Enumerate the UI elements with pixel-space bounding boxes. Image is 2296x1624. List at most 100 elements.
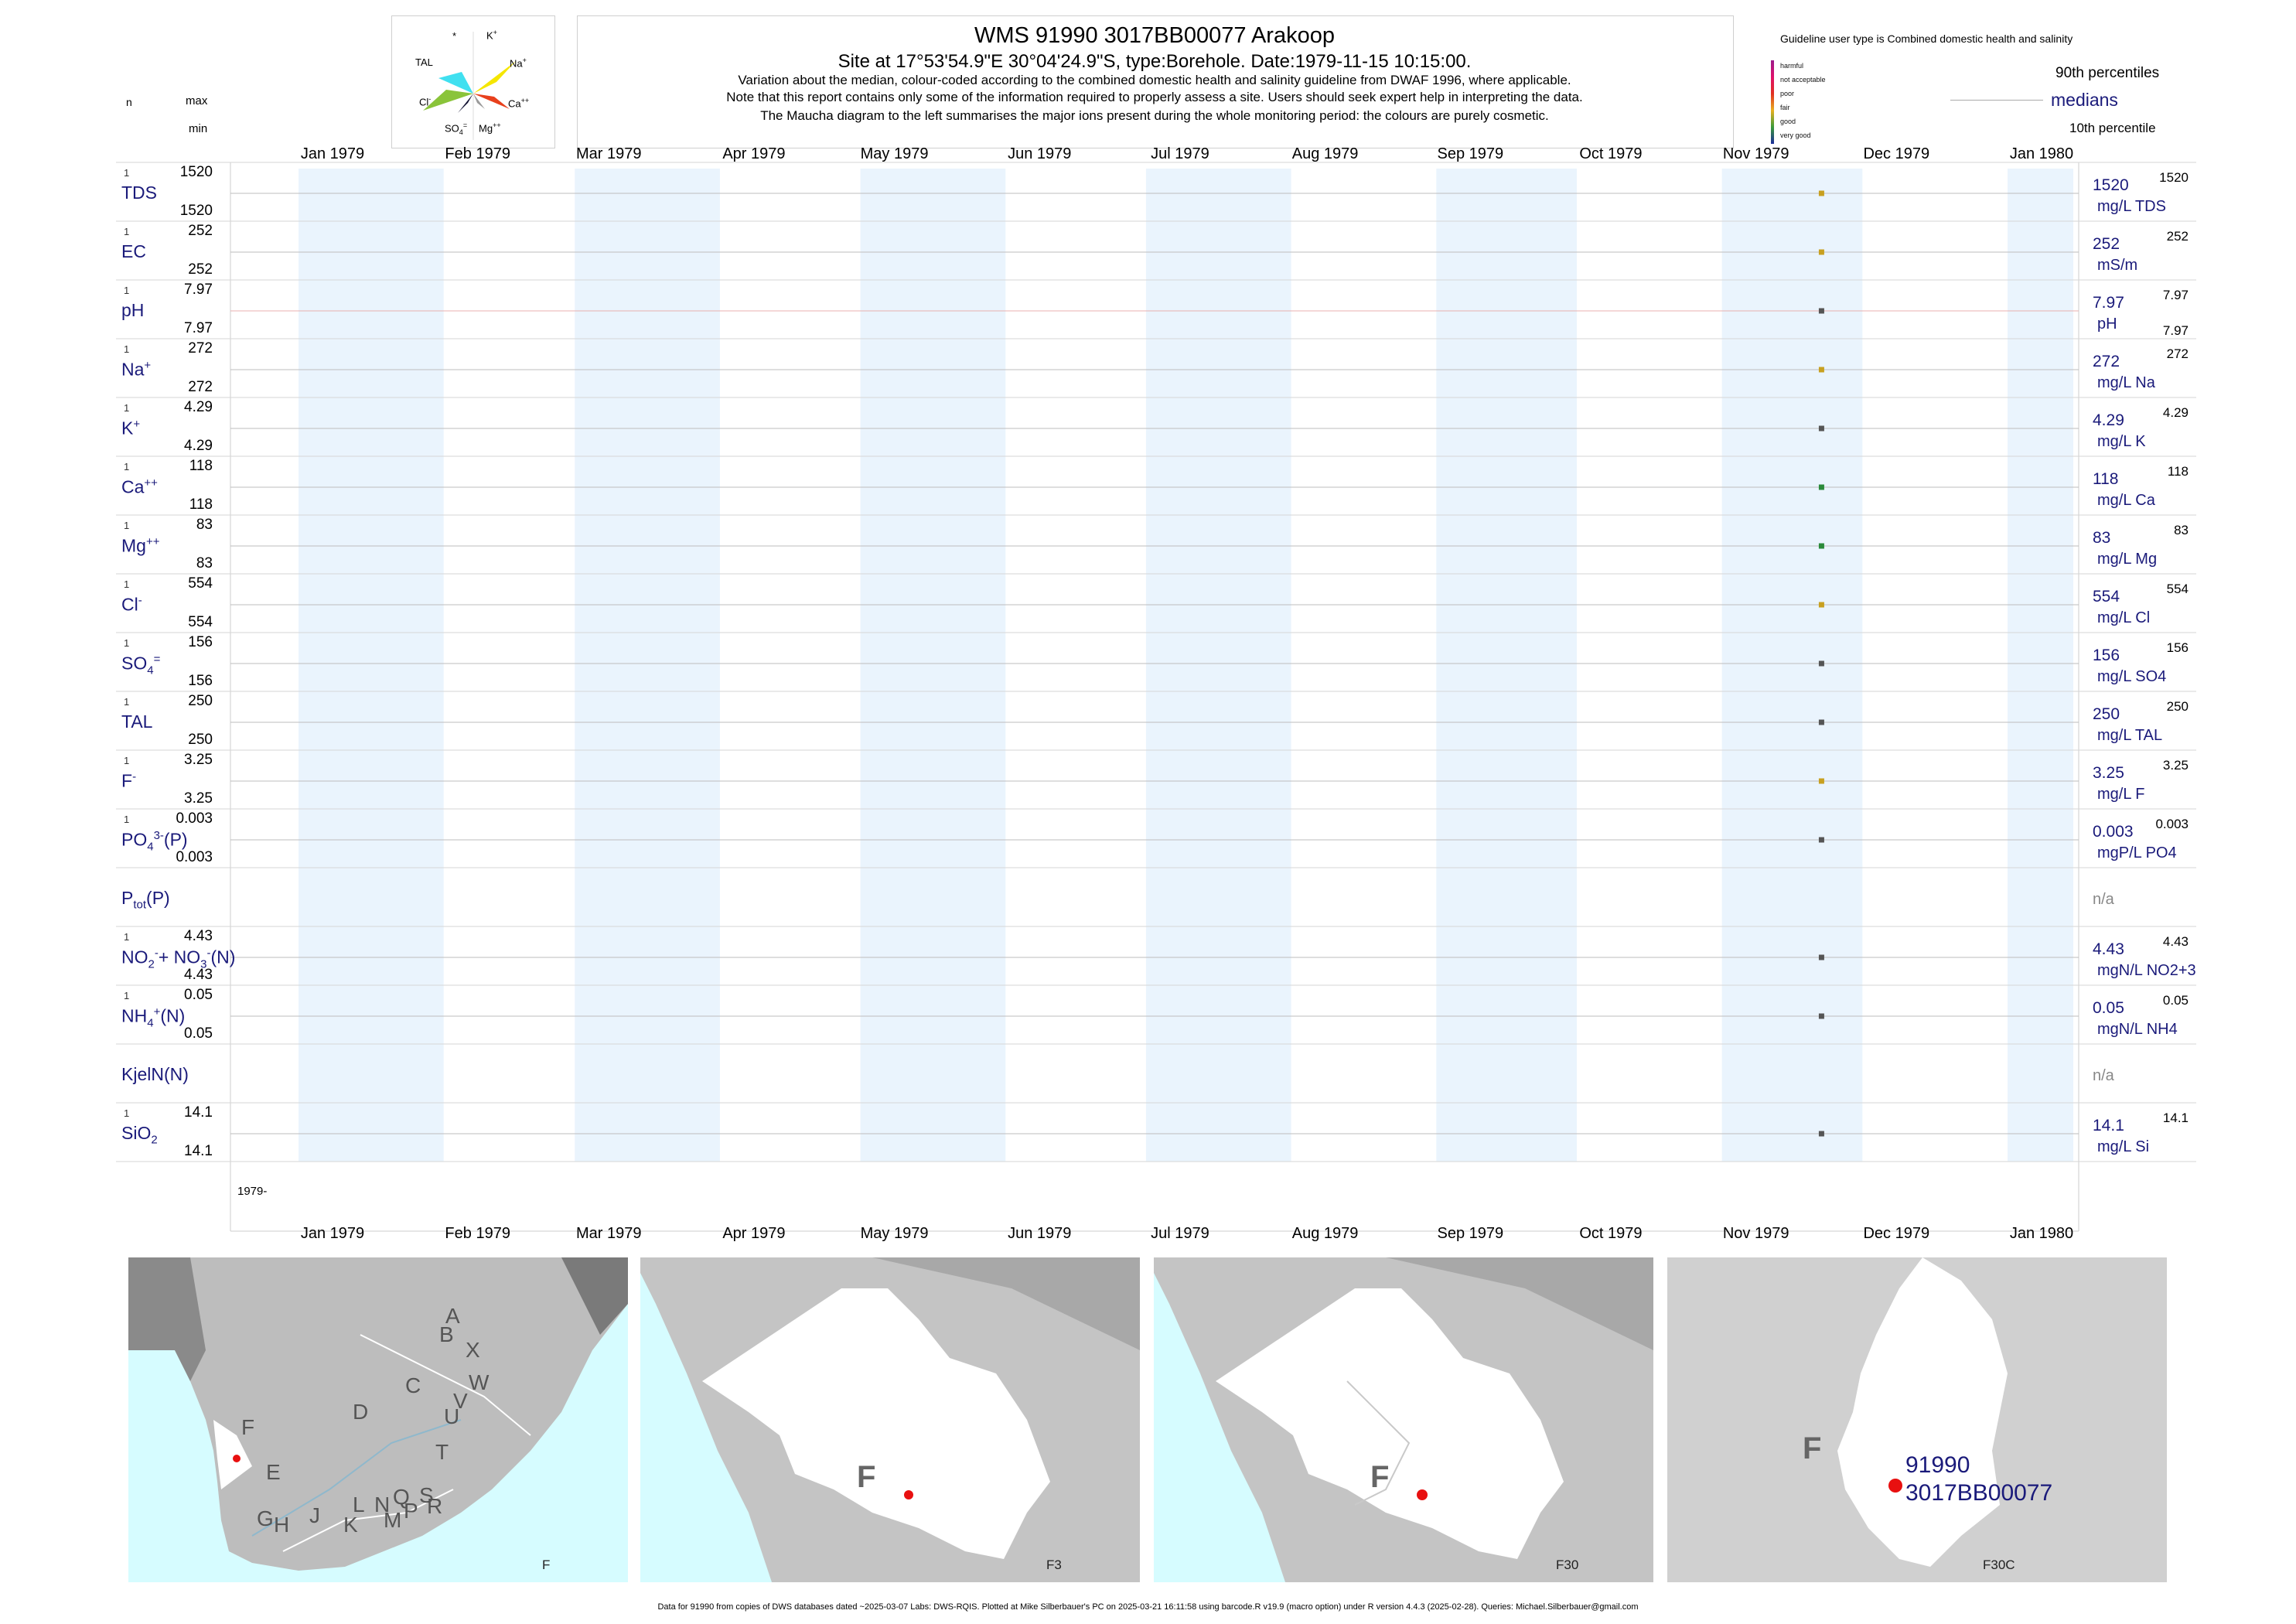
row-n-8: 1: [124, 637, 130, 649]
row-value-13: 4.43: [2093, 940, 2124, 958]
row-min-7: 554: [188, 614, 213, 630]
map-letter-F: F: [241, 1415, 255, 1439]
row-min-4: 4.29: [184, 438, 213, 454]
row-n-7: 1: [124, 578, 130, 590]
guideline-class-0: harmful: [1780, 62, 1804, 70]
row-n-14: 1: [124, 990, 130, 1001]
map-caption-2: F3: [1046, 1557, 1062, 1572]
map-caption-3: F30: [1556, 1557, 1579, 1572]
row-value-6: 83: [2093, 529, 2111, 547]
row-max-8: 156: [188, 634, 213, 650]
row-n-4: 1: [124, 402, 130, 414]
f30c-map: [1837, 1257, 2008, 1567]
row-max-4: 4.29: [184, 399, 213, 415]
row-p90-3: 272: [2166, 346, 2189, 361]
row-unit-2: pH: [2097, 316, 2117, 333]
month-label-top-4: May 1979: [860, 145, 929, 162]
row-value-11: 0.003: [2093, 823, 2134, 841]
footer-credits: Data for 91990 from copies of DWS databa…: [657, 1602, 1639, 1612]
row-n-0: 1: [124, 167, 130, 179]
row-unit-13: mgN/L NO2+3: [2097, 962, 2196, 979]
month-label-top-7: Aug 1979: [1291, 145, 1359, 162]
month-label-top-1: Feb 1979: [445, 145, 510, 162]
row-label-9: TAL: [121, 711, 153, 732]
month-label-top-9: Oct 1979: [1579, 145, 1643, 162]
row-min-14: 0.05: [184, 1025, 213, 1042]
month-label-bottom-2: Mar 1979: [575, 1225, 642, 1242]
map-letter-J: J: [309, 1503, 320, 1527]
month-label-bottom-8: Sep 1979: [1437, 1225, 1504, 1242]
month-label-top-6: Jul 1979: [1151, 145, 1209, 162]
map-letter-f3: F: [857, 1460, 876, 1494]
data-point-nh: [1818, 1013, 1824, 1019]
map-letter-G: G: [257, 1506, 274, 1530]
map-letter-W: W: [469, 1370, 490, 1394]
month-band: [860, 169, 1006, 1162]
row-min-0: 1520: [179, 203, 213, 219]
map-letter-f30c: F: [1803, 1431, 1822, 1465]
map-panel-f30c: F 91990 3017BB00077 F30C: [1667, 1257, 2167, 1582]
row-unit-8: mg/L SO4: [2097, 668, 2167, 685]
row-value-2: 7.97: [2093, 294, 2124, 312]
month-label-bottom-5: Jun 1979: [1008, 1225, 1072, 1242]
row-max-14: 0.05: [184, 987, 213, 1003]
legend-p10: 10th percentile: [2069, 121, 2156, 135]
data-point-mg: [1818, 543, 1824, 549]
row-max-11: 0.003: [176, 810, 213, 827]
row-label-4: K+: [121, 418, 141, 438]
maucha-label-na: Na+: [510, 56, 527, 70]
month-label-bottom-0: Jan 1979: [300, 1225, 365, 1242]
map-panel-f30: F F30: [1154, 1257, 1653, 1582]
left-header-min: min: [189, 122, 208, 135]
row-p90-9: 250: [2166, 699, 2189, 714]
data-point-po: [1818, 837, 1824, 843]
guideline-colorbar: [1771, 60, 1774, 144]
chart-area: TDS 1 1520 1520 1520 mg/L TDS 1520 EC 1 252 252 252…: [116, 145, 2196, 1242]
row-label-10: F-: [121, 770, 137, 791]
row-min-9: 250: [188, 732, 213, 748]
chart-svg: [116, 162, 2196, 1232]
map-letter-S: S: [419, 1483, 434, 1507]
site-id-label: 91990: [1905, 1452, 1970, 1478]
row-min-8: 156: [188, 673, 213, 689]
row-label-8: SO4=: [121, 653, 161, 677]
map-letter-K: K: [343, 1513, 358, 1537]
map-letter-H: H: [274, 1513, 290, 1537]
row-p90-10: 3.25: [2162, 758, 2189, 773]
row-value-4: 4.29: [2093, 411, 2124, 429]
row-max-13: 4.43: [184, 928, 213, 944]
south-africa-map: [128, 1257, 628, 1571]
map-letter-C: C: [405, 1373, 421, 1397]
row-p90-8: 156: [2166, 640, 2189, 655]
row-label-16: SiO2: [121, 1123, 158, 1147]
row-unit-10: mg/L F: [2097, 786, 2145, 803]
row-unit-6: mg/L Mg: [2097, 551, 2158, 568]
guideline-class-3: fair: [1780, 104, 1790, 111]
data-point-cl: [1818, 602, 1824, 608]
row-label-5: Ca++: [121, 476, 158, 497]
row-unit-16: mg/L Si: [2097, 1138, 2150, 1155]
map-letter-E: E: [266, 1460, 281, 1484]
row-value-12: n/a: [2093, 891, 2114, 908]
maucha-label-mg: Mg++: [479, 121, 501, 135]
row-label-0: TDS: [121, 183, 157, 203]
legend-p90: 90th percentiles: [2055, 65, 2160, 81]
f3-map: [640, 1257, 1140, 1582]
row-label-3: Na+: [121, 359, 152, 380]
row-p90-14: 0.05: [2162, 993, 2189, 1008]
maucha-label-so4: SO4=: [445, 121, 468, 136]
map-panel-f3: F F3: [640, 1257, 1140, 1582]
maucha-diagram-box: * K+ TAL Na+ Cl- Ca++ SO4= Mg++: [391, 15, 555, 148]
row-n-11: 1: [124, 814, 130, 825]
row-p90-16: 14.1: [2162, 1111, 2189, 1125]
month-band: [1436, 169, 1577, 1162]
row-n-13: 1: [124, 931, 130, 943]
row-max-2: 7.97: [184, 281, 213, 298]
row-value-9: 250: [2093, 705, 2120, 723]
month-band: [2008, 169, 2073, 1162]
map-letter-R: R: [427, 1494, 443, 1518]
guideline-class-4: good: [1780, 118, 1796, 125]
maucha-k: [473, 70, 481, 94]
row-label-7: Cl-: [121, 594, 142, 615]
month-band: [1145, 169, 1291, 1162]
